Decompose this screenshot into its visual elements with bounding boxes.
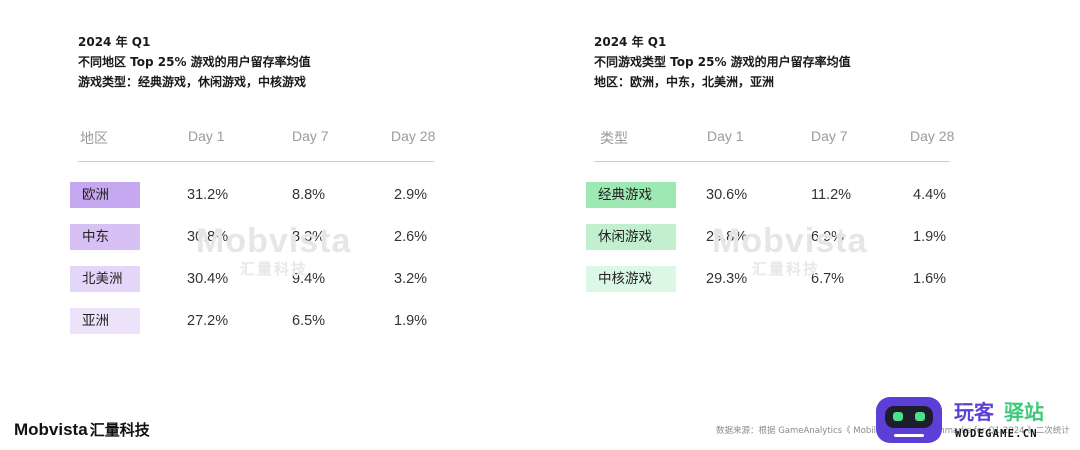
day28-value: 2.6% xyxy=(394,229,428,245)
day28-value: 1.9% xyxy=(394,313,428,329)
day7-value: 8.8% xyxy=(292,187,326,203)
left-header-filter: 游戏类型：经典游戏，休闲游戏，中核游戏 xyxy=(78,75,307,89)
day28-value: 4.4% xyxy=(913,187,947,203)
col-day7: Day 7 xyxy=(292,128,329,144)
robot-eye-icon xyxy=(893,412,903,421)
day1-value: 30.6% xyxy=(706,187,748,203)
table-row: 亚洲 27.2% 6.5% 1.9% xyxy=(70,308,438,334)
day28-value: 1.9% xyxy=(913,229,947,245)
col-day1: Day 1 xyxy=(707,128,744,144)
left-header-divider xyxy=(78,161,434,162)
watermark-subtext: 汇量科技 xyxy=(752,260,821,278)
site-logo-url: WODEGAME.CN xyxy=(955,428,1038,440)
site-logo-cn-b: 驿站 xyxy=(1004,400,1044,424)
row-label-tag: 经典游戏 xyxy=(586,182,676,208)
row-label-tag: 欧洲 xyxy=(70,182,140,208)
row-label-tag: 休闲游戏 xyxy=(586,224,676,250)
day7-value: 6.5% xyxy=(292,313,326,329)
brand-name-cn: 汇量科技 xyxy=(89,421,150,439)
col-day28: Day 28 xyxy=(391,128,436,144)
table-row: 中核游戏 29.3% 6.7% 1.6% xyxy=(586,266,954,292)
day1-value: 29.3% xyxy=(706,271,748,287)
right-header-period: 2024 年 Q1 xyxy=(594,35,667,49)
table-row: 北美洲 30.4% 9.4% 3.2% xyxy=(70,266,438,292)
brand-logo: Mobvista 汇量科技 xyxy=(14,419,150,440)
brand-name-en: Mobvista xyxy=(14,420,88,439)
day28-value: 1.6% xyxy=(913,271,947,287)
day1-value: 27.2% xyxy=(187,313,229,329)
row-label-tag: 北美洲 xyxy=(70,266,140,292)
robot-eye-icon xyxy=(915,412,925,421)
day28-value: 2.9% xyxy=(394,187,428,203)
day28-value: 3.2% xyxy=(394,271,428,287)
robot-logo-icon xyxy=(876,397,942,443)
table-row: 欧洲 31.2% 8.8% 2.9% xyxy=(70,182,438,208)
right-header: 2024 年 Q1 不同游戏类型 Top 25% 游戏的用户留存率均值 地区：欧… xyxy=(594,32,954,92)
left-header: 2024 年 Q1 不同地区 Top 25% 游戏的用户留存率均值 游戏类型：经… xyxy=(78,32,438,92)
left-table-header: 地区 Day 1 Day 7 Day 28 xyxy=(78,128,436,146)
table-row: 休闲游戏 29.8% 6.9% 1.9% xyxy=(586,224,954,250)
day7-value: 6.9% xyxy=(811,229,845,245)
site-logo-cn-a: 玩客 xyxy=(954,400,994,424)
col-day28: Day 28 xyxy=(910,128,955,144)
col-day7: Day 7 xyxy=(811,128,848,144)
watermark-subtext: 汇量科技 xyxy=(240,260,309,278)
row-label-tag: 中东 xyxy=(70,224,140,250)
right-header-title: 不同游戏类型 Top 25% 游戏的用户留存率均值 xyxy=(594,55,851,69)
right-header-divider xyxy=(594,161,950,162)
col-region: 地区 xyxy=(80,130,108,146)
left-header-title: 不同地区 Top 25% 游戏的用户留存率均值 xyxy=(78,55,311,69)
site-logo-title: 玩客 驿站 xyxy=(954,396,1044,425)
day7-value: 8.3% xyxy=(292,229,326,245)
robot-mouth-icon xyxy=(894,434,924,437)
day7-value: 6.7% xyxy=(811,271,845,287)
right-table-header: 类型 Day 1 Day 7 Day 28 xyxy=(594,128,954,146)
day7-value: 11.2% xyxy=(811,187,852,203)
day1-value: 31.2% xyxy=(187,187,229,203)
right-panel: 2024 年 Q1 不同游戏类型 Top 25% 游戏的用户留存率均值 地区：欧… xyxy=(586,0,954,292)
right-header-filter: 地区：欧洲，中东，北美洲，亚洲 xyxy=(594,75,775,89)
col-day1: Day 1 xyxy=(188,128,225,144)
day1-value: 30.8% xyxy=(187,229,229,245)
left-header-period: 2024 年 Q1 xyxy=(78,35,151,49)
col-type: 类型 xyxy=(600,130,628,146)
day7-value: 9.4% xyxy=(292,271,326,287)
row-label-tag: 亚洲 xyxy=(70,308,140,334)
row-label-tag: 中核游戏 xyxy=(586,266,676,292)
table-row: 经典游戏 30.6% 11.2% 4.4% xyxy=(586,182,954,208)
day1-value: 29.8% xyxy=(706,229,748,245)
left-panel: 2024 年 Q1 不同地区 Top 25% 游戏的用户留存率均值 游戏类型：经… xyxy=(70,0,438,334)
table-row: 中东 30.8% 8.3% 2.6% xyxy=(70,224,438,250)
day1-value: 30.4% xyxy=(187,271,229,287)
